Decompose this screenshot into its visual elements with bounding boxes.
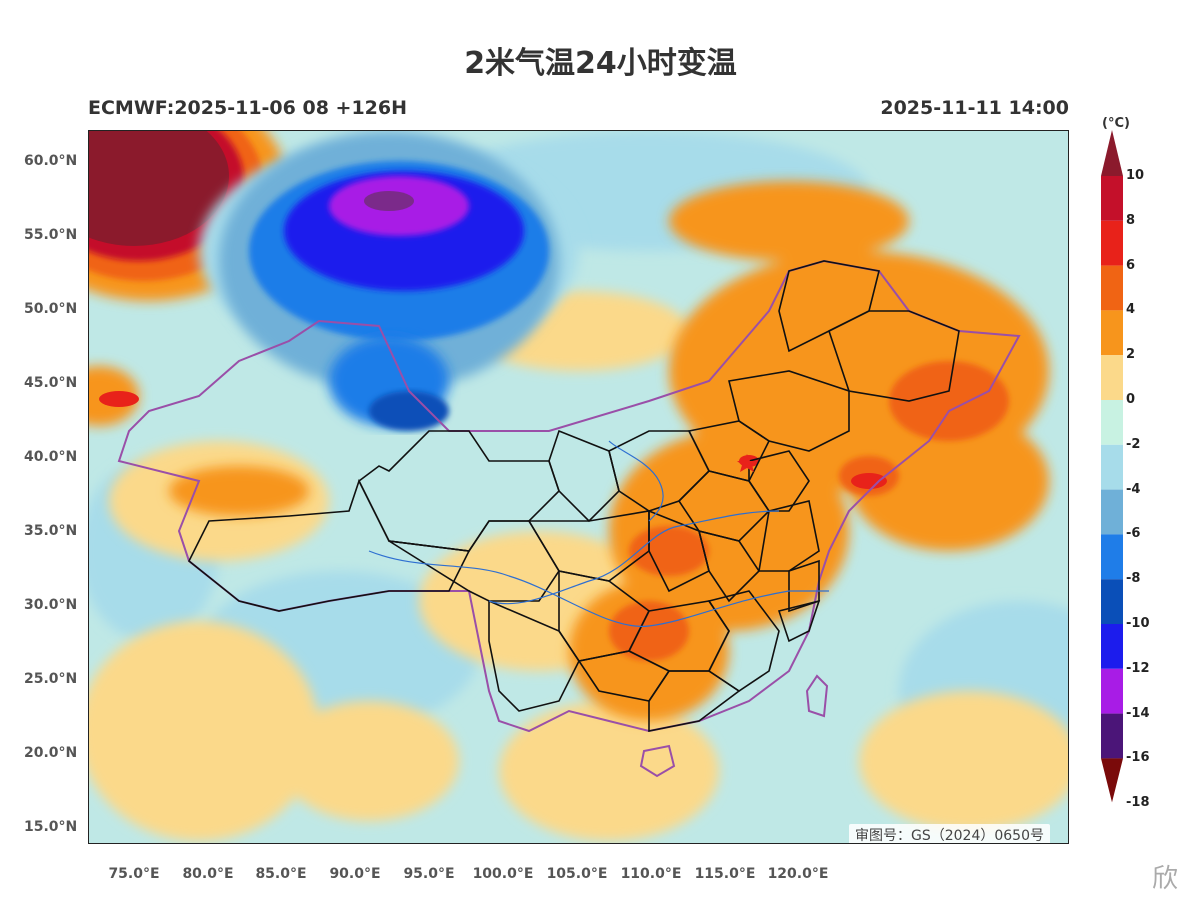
colorbar-tick-label: -16 (1126, 750, 1150, 766)
colorbar-segment (1101, 176, 1123, 221)
colorbar-segment (1101, 220, 1123, 266)
colorbar-segment (1101, 579, 1123, 624)
colorbar-tick-label: 6 (1126, 257, 1136, 273)
province-borders (187, 260, 960, 732)
valid-time-label: 2025-11-11 14:00 (880, 97, 1069, 119)
lon-label: 90.0°E (329, 866, 381, 882)
lat-label: 60.0°N (24, 153, 78, 169)
lat-label: 45.0°N (24, 375, 78, 391)
colorbar (1101, 130, 1123, 803)
map-field-svg (89, 131, 1068, 843)
lon-label: 95.0°E (403, 866, 455, 882)
colorbar-segment (1101, 310, 1123, 356)
colorbar-tick-label: 8 (1126, 212, 1136, 228)
hainan-outline (639, 744, 676, 778)
colorbar-segment (1101, 355, 1123, 400)
lon-label: 110.0°E (620, 866, 682, 882)
rivers (368, 440, 829, 627)
lon-label: 80.0°E (182, 866, 234, 882)
field-deep-orange (609, 361, 1009, 661)
colorbar-segment (1101, 489, 1123, 535)
lat-label: 25.0°N (24, 671, 78, 687)
colorbar-tick-label: -4 (1126, 481, 1141, 497)
lat-label: 20.0°N (24, 745, 78, 761)
colorbar-segment (1101, 444, 1123, 490)
colorbar-tick-label: -18 (1126, 795, 1150, 811)
colorbar-tick-label: -6 (1126, 526, 1141, 542)
colorbar-segment (1101, 668, 1123, 714)
colorbar-tick-label: -2 (1126, 436, 1141, 452)
colorbar-segment (1101, 400, 1123, 445)
colorbar-tick-label: 10 (1126, 168, 1145, 183)
colorbar-segment (1101, 624, 1123, 669)
lat-label: 35.0°N (24, 523, 78, 539)
lat-label: 50.0°N (24, 301, 78, 317)
model-run-label: ECMWF:2025-11-06 08 +126H (88, 97, 408, 119)
colorbar-tick-label: -10 (1126, 616, 1150, 631)
colorbar-segment (1101, 265, 1123, 311)
colorbar-segment (1101, 713, 1123, 759)
lon-label: 120.0°E (767, 866, 829, 882)
lat-label: 15.0°N (24, 819, 78, 835)
lon-label: 85.0°E (255, 866, 307, 882)
colorbar-tick-label: 2 (1126, 347, 1136, 363)
taiwan-outline (805, 674, 829, 718)
lon-label: 75.0°E (108, 866, 160, 882)
lon-label: 100.0°E (472, 866, 534, 882)
china-border (117, 259, 1021, 733)
colorbar-tick-label: 4 (1126, 302, 1136, 318)
temperature-map: 审图号：GS（2024）0650号 (88, 130, 1069, 844)
colorbar-bottom-arrow (1101, 758, 1123, 803)
colorbar-tick-label: -8 (1126, 571, 1141, 587)
lon-label: 105.0°E (546, 866, 608, 882)
colorbar-unit: (°C) (1102, 116, 1130, 131)
colorbar-segment (1101, 534, 1123, 580)
corner-stamp-logo: 欣 (832, 852, 1192, 896)
lon-label: 115.0°E (694, 866, 756, 882)
lat-label: 30.0°N (24, 597, 78, 613)
colorbar-tick-label: -14 (1126, 705, 1150, 721)
beijing-star (737, 454, 757, 472)
lat-label: 55.0°N (24, 227, 78, 243)
field-yellow (89, 291, 1068, 841)
lat-label: 40.0°N (24, 449, 78, 465)
corner-stamp-char: 欣 (1151, 864, 1178, 894)
field-red-spots (99, 391, 887, 489)
colorbar-tick-label: -12 (1126, 660, 1150, 676)
map-watermark: 审图号：GS（2024）0650号 (849, 824, 1050, 843)
colorbar-tick-label: 0 (1126, 392, 1136, 407)
field-cold-blob (199, 131, 579, 431)
chart-title: 2米气温24小时变温 (464, 46, 737, 81)
colorbar-top-arrow (1101, 130, 1123, 176)
